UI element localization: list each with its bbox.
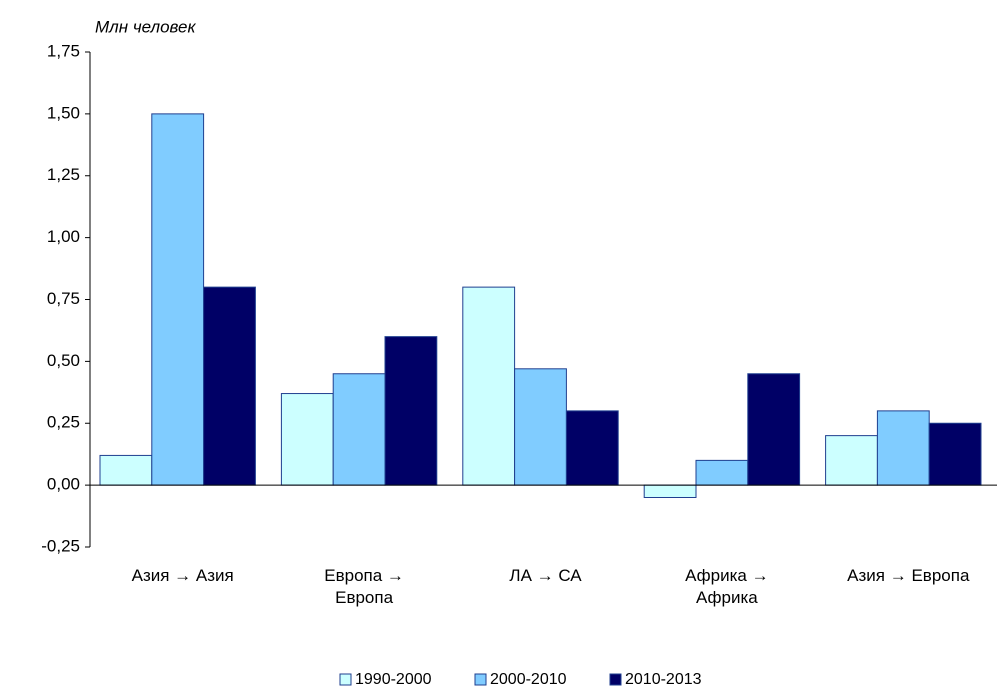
y-tick-label: 0,50 (47, 351, 80, 370)
bar (514, 368, 567, 486)
bar (384, 336, 438, 486)
legend-label: 1990-2000 (355, 671, 432, 688)
bar (332, 373, 386, 486)
bar (203, 286, 256, 486)
y-tick-label: 0,00 (47, 475, 80, 494)
y-tick-label: 1,50 (47, 103, 80, 122)
legend-swatch (339, 673, 352, 686)
y-tick-label: 1,75 (47, 41, 80, 60)
x-tick-label: Африка → Африка (685, 566, 769, 607)
bar (99, 454, 153, 486)
y-axis-label: Млн человек (95, 17, 197, 36)
y-tick-label: -0,25 (41, 536, 80, 555)
bar (928, 422, 982, 486)
legend-swatch (474, 673, 487, 686)
y-tick-label: 0,75 (47, 289, 80, 308)
bar (565, 410, 619, 486)
y-tick-label: 0,25 (47, 413, 80, 432)
y-tick-label: 1,00 (47, 227, 80, 246)
legend-label: 2000-2010 (490, 671, 567, 688)
bar (876, 410, 930, 486)
y-tick-label: 1,25 (47, 165, 80, 184)
bar (280, 393, 334, 486)
x-tick-label: ЛА → СА (509, 566, 582, 585)
bar (695, 459, 749, 486)
bar (747, 373, 801, 486)
bar (643, 484, 697, 498)
legend-swatch (609, 673, 622, 686)
x-tick-label: Азия → Европа (847, 566, 970, 585)
bar (825, 435, 878, 486)
x-tick-label: Азия → Азия (131, 566, 234, 585)
bar (151, 113, 205, 486)
legend-label: 2010-2013 (625, 671, 702, 688)
bar (462, 286, 516, 486)
x-tick-label: Европа → Европа (324, 566, 404, 607)
